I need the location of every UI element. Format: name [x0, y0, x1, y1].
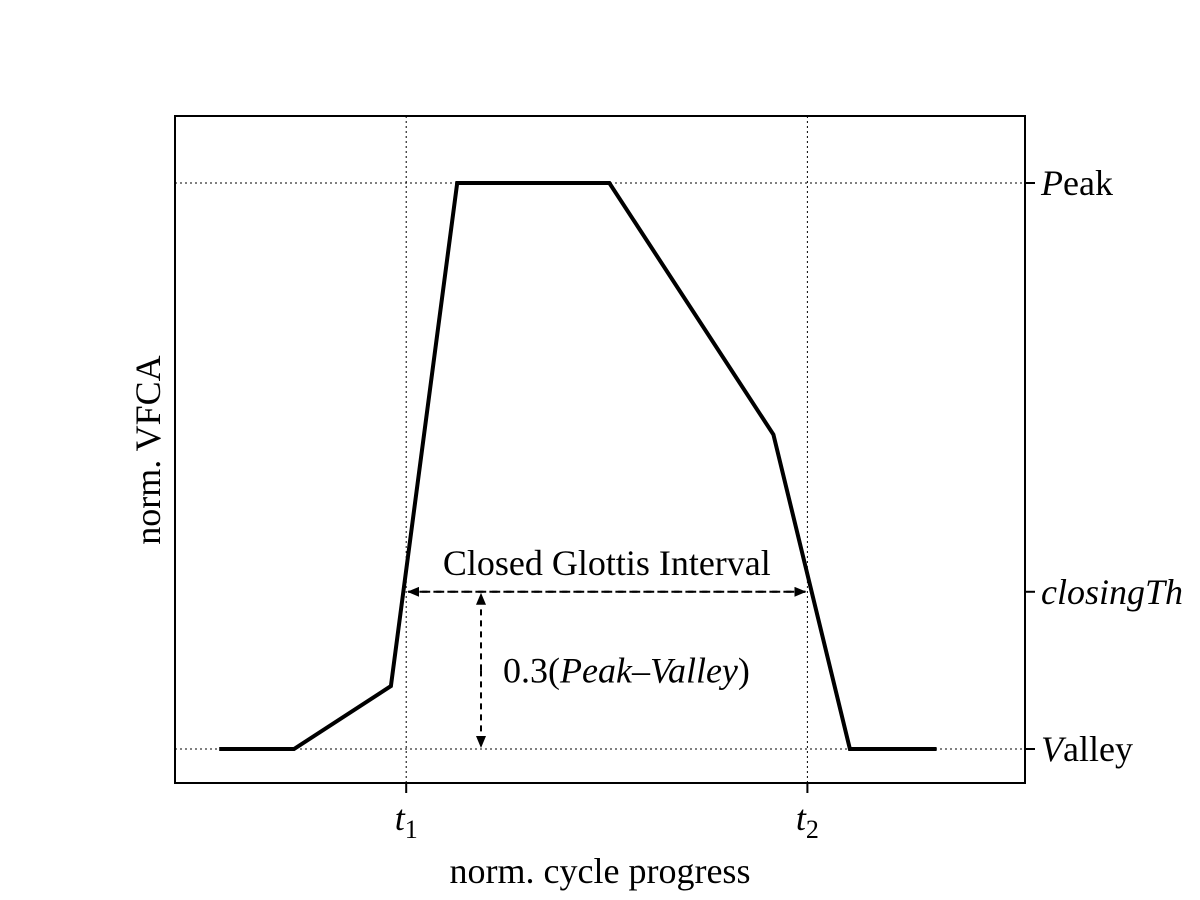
y-tick-label-1: Peak — [1040, 163, 1113, 203]
interval-label: Closed Glottis Interval — [443, 543, 771, 583]
x-tick-label-1: t1 — [395, 798, 418, 844]
plot-frame — [174, 115, 1026, 784]
series-line-1 — [219, 181, 937, 751]
tick-group: t1 t2 Peak closingTh Valley — [395, 163, 1183, 844]
x-tick-label-2: t2 — [796, 798, 819, 844]
annotation-group: Closed Glottis Interval 0.3(Peak–Valley) — [407, 543, 807, 748]
y-axis-label: norm. VFCA — [128, 355, 168, 544]
y-tick-label-3: Valley — [1041, 729, 1133, 769]
amplitude-label: 0.3(Peak–Valley) — [503, 650, 750, 690]
series-group — [219, 181, 937, 751]
x-axis-label: norm. cycle progress — [450, 851, 751, 891]
y-tick-label-2: closingTh — [1041, 572, 1183, 612]
